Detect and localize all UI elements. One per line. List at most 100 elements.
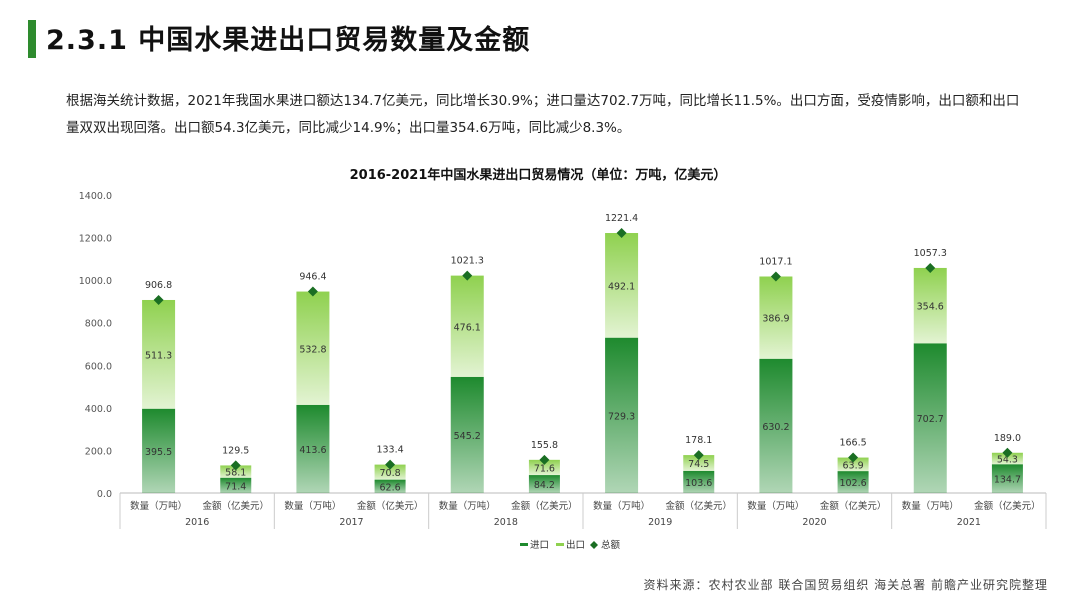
total-marker <box>616 228 627 239</box>
export-value-label: 511.3 <box>145 350 172 361</box>
total-value-label: 1221.4 <box>605 213 638 224</box>
legend-import-label: 进口 <box>530 540 549 551</box>
total-marker <box>925 262 936 273</box>
y-tick-label: 0.0 <box>97 489 112 500</box>
total-marker <box>385 459 396 470</box>
export-bar <box>450 275 484 377</box>
total-value-label: 178.1 <box>685 435 712 446</box>
import-value-label: 62.6 <box>380 482 401 493</box>
total-marker <box>230 460 241 471</box>
y-tick-label: 1000.0 <box>79 276 112 287</box>
total-value-label: 946.4 <box>299 272 326 283</box>
sub-category-label: 数量（万吨） <box>284 500 341 512</box>
legend-total-marker <box>590 541 598 549</box>
import-value-label: 413.6 <box>299 445 326 456</box>
import-bar <box>913 343 947 493</box>
total-value-label: 906.8 <box>145 280 172 291</box>
export-value-label: 54.3 <box>997 455 1018 466</box>
y-tick-label: 400.0 <box>85 404 112 415</box>
source-note: 资料来源：农村农业部 联合国贸易组织 海关总署 前瞻产业研究院整理 <box>643 578 1048 592</box>
export-value-label: 354.6 <box>917 302 944 313</box>
total-marker <box>1002 447 1013 458</box>
total-marker <box>307 286 318 297</box>
import-bar <box>837 471 869 493</box>
import-bar <box>605 337 639 493</box>
export-value-label: 386.9 <box>762 314 789 325</box>
export-value-label: 532.8 <box>299 344 326 355</box>
sub-category-label: 金额（亿美元） <box>511 500 578 512</box>
sub-category-label: 数量（万吨） <box>747 500 804 512</box>
summary-paragraph: 根据海关统计数据，2021年我国水果进口额达134.7亿美元，同比增长30.9%… <box>66 93 1020 136</box>
import-value-label: 630.2 <box>762 422 789 433</box>
import-value-label: 134.7 <box>994 475 1021 486</box>
import-bar <box>142 408 176 493</box>
export-bar <box>683 455 715 471</box>
sub-category-label: 数量（万吨） <box>439 500 496 512</box>
import-bar <box>220 477 252 493</box>
export-bar <box>374 464 406 480</box>
year-label: 2020 <box>802 517 826 528</box>
sub-category-label: 金额（亿美元） <box>820 500 887 512</box>
total-value-label: 189.0 <box>994 433 1021 444</box>
export-bar <box>991 452 1023 465</box>
legend-export-swatch <box>556 543 564 546</box>
export-bar <box>837 457 869 472</box>
import-value-label: 103.6 <box>685 478 712 489</box>
import-bar <box>528 475 560 493</box>
year-label: 2019 <box>648 517 672 528</box>
total-value-label: 129.5 <box>222 445 249 456</box>
sub-category-label: 金额（亿美元） <box>665 500 732 512</box>
total-marker <box>539 454 550 465</box>
export-bar <box>528 459 560 476</box>
sub-category-label: 数量（万吨） <box>902 500 959 512</box>
export-bar <box>142 299 176 409</box>
total-marker <box>693 450 704 461</box>
y-tick-label: 600.0 <box>85 361 112 372</box>
import-bar <box>759 358 793 493</box>
year-label: 2021 <box>957 517 981 528</box>
sub-category-label: 金额（亿美元） <box>202 500 269 512</box>
y-tick-label: 200.0 <box>85 446 112 457</box>
export-bar <box>220 465 252 478</box>
import-value-label: 84.2 <box>534 480 555 491</box>
page-title: 2.3.1 中国水果进出口贸易数量及金额 <box>46 25 531 56</box>
import-value-label: 102.6 <box>839 478 866 489</box>
sub-category-label: 数量（万吨） <box>593 500 650 512</box>
total-marker <box>848 452 859 463</box>
export-value-label: 70.8 <box>380 468 401 479</box>
y-tick-label: 1200.0 <box>79 234 112 245</box>
total-value-label: 1057.3 <box>914 248 947 259</box>
export-bar <box>296 291 330 405</box>
export-bar <box>605 233 639 338</box>
import-bar <box>450 376 484 493</box>
total-value-label: 155.8 <box>531 440 558 451</box>
export-value-label: 71.6 <box>534 463 555 474</box>
export-bar <box>759 276 793 359</box>
import-bar <box>374 479 406 493</box>
export-value-label: 74.5 <box>688 459 709 470</box>
import-bar <box>296 404 330 493</box>
title-accent-bar <box>28 20 36 58</box>
y-tick-label: 800.0 <box>85 319 112 330</box>
export-value-label: 476.1 <box>454 322 481 333</box>
export-value-label: 492.1 <box>608 281 635 292</box>
import-bar <box>991 464 1023 493</box>
total-marker <box>462 270 473 281</box>
year-label: 2016 <box>185 517 209 528</box>
total-marker <box>153 294 164 305</box>
import-value-label: 702.7 <box>917 414 944 425</box>
import-value-label: 729.3 <box>608 411 635 422</box>
total-value-label: 133.4 <box>376 445 403 456</box>
legend-total-label: 总额 <box>601 539 621 551</box>
total-value-label: 1017.1 <box>759 257 792 268</box>
year-label: 2017 <box>339 517 363 528</box>
sub-category-label: 金额（亿美元） <box>357 500 424 512</box>
import-bar <box>683 470 715 493</box>
export-value-label: 58.1 <box>225 468 246 479</box>
legend-export-label: 出口 <box>566 539 585 551</box>
import-value-label: 545.2 <box>454 431 481 442</box>
export-value-label: 63.9 <box>843 460 864 471</box>
legend-import-swatch <box>520 543 528 546</box>
import-value-label: 395.5 <box>145 447 172 458</box>
